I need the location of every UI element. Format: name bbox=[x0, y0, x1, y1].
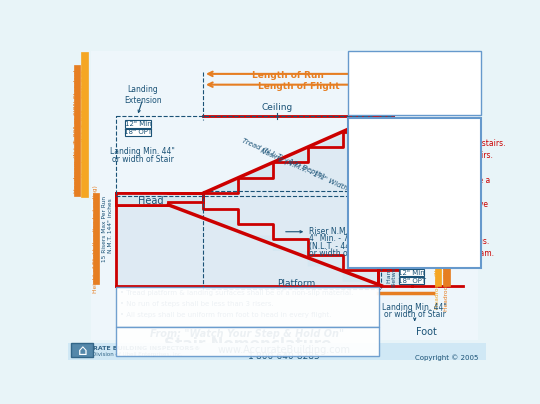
Text: • No run of steps shall be less than 3 risers.: • No run of steps shall be less than 3 r… bbox=[120, 301, 274, 307]
Text: N.L.T. = Not Less Than: N.L.T. = Not Less Than bbox=[351, 69, 430, 74]
Polygon shape bbox=[116, 193, 203, 205]
Text: May vary in: May vary in bbox=[367, 84, 406, 89]
Bar bbox=[399, 277, 424, 284]
Text: Headroom**: Headroom** bbox=[408, 164, 414, 207]
Text: Ceiling: Ceiling bbox=[261, 103, 292, 112]
Text: 6. Finger clearance 1½" continuous.: 6. Finger clearance 1½" continuous. bbox=[351, 237, 489, 246]
Text: Between 30" - 34": Between 30" - 34" bbox=[392, 229, 397, 287]
Text: Stair Nomenclature: Stair Nomenclature bbox=[164, 337, 331, 352]
Text: Landing Min. 44": Landing Min. 44" bbox=[110, 147, 175, 156]
Text: ie. Residential, Commercial,: ie. Residential, Commercial, bbox=[351, 98, 439, 103]
Text: Nosing (N.M.T. - 1½" Width): Nosing (N.M.T. - 1½" Width) bbox=[259, 147, 350, 193]
Text: Foot: Foot bbox=[416, 327, 437, 337]
Text: Division of Ubell Enterprises, Inc.: Division of Ubell Enterprises, Inc. bbox=[92, 352, 183, 357]
Text: N.M.T. 144" inches: N.M.T. 144" inches bbox=[109, 198, 113, 253]
Text: Headroom*: Headroom* bbox=[398, 166, 404, 205]
Polygon shape bbox=[116, 116, 393, 286]
Polygon shape bbox=[203, 116, 393, 193]
Text: Handrail Placement: Handrail Placement bbox=[351, 121, 474, 131]
Text: 2. Parallel with the rake of the stairs.: 2. Parallel with the rake of the stairs. bbox=[351, 151, 493, 160]
Text: Head: Head bbox=[138, 196, 164, 206]
Text: Legend: Legend bbox=[351, 54, 386, 63]
Bar bbox=[93, 193, 98, 284]
Text: Height of Flight (Landing to Landing): Height of Flight (Landing to Landing) bbox=[93, 185, 98, 292]
Polygon shape bbox=[377, 270, 413, 286]
Text: OPT = Optimum: OPT = Optimum bbox=[351, 61, 408, 67]
Text: 12" Min: 12" Min bbox=[125, 121, 151, 127]
Text: 4" Min. - 7½" OPT.: 4" Min. - 7½" OPT. bbox=[309, 234, 379, 243]
Text: Medical Facilities etc.: Medical Facilities etc. bbox=[351, 112, 418, 117]
Bar bbox=[435, 229, 441, 286]
Text: Handrail(s) should be setup:: Handrail(s) should be setup: bbox=[351, 131, 460, 140]
Text: (N.L.T. - 44"): (N.L.T. - 44") bbox=[309, 242, 357, 251]
Text: (Informational Only. Check Local Codes & Standards.): (Informational Only. Check Local Codes &… bbox=[145, 349, 350, 358]
Text: Headroom (N.L.T. 80" or 6'8") Standard: Headroom (N.L.T. 80" or 6'8") Standard bbox=[75, 69, 79, 193]
Text: 15 Risers Max Per Run: 15 Risers Max Per Run bbox=[102, 196, 107, 263]
Bar bbox=[68, 343, 486, 360]
Text: Places of Assembly,: Places of Assembly, bbox=[351, 105, 413, 110]
Text: 5. Stairs over 88" Wide should have: 5. Stairs over 88" Wide should have bbox=[351, 200, 488, 209]
Polygon shape bbox=[168, 205, 381, 297]
Text: 7. Handrail shall not exceed 2" Diam.: 7. Handrail shall not exceed 2" Diam. bbox=[351, 249, 494, 259]
Text: ACCURATE BUILDING INSPECTORS®: ACCURATE BUILDING INSPECTORS® bbox=[74, 346, 200, 351]
Text: Copyright © 2005: Copyright © 2005 bbox=[415, 354, 478, 361]
Text: or width of Stair: or width of Stair bbox=[384, 309, 446, 318]
Bar bbox=[125, 120, 151, 128]
Text: 1-800-640-8285: 1-800-640-8285 bbox=[248, 352, 321, 361]
Text: Riser N.M.T. - 8¼": Riser N.M.T. - 8¼" bbox=[309, 227, 377, 236]
Text: • Tread platform & landing surfaces shall be of a non-slip material.: • Tread platform & landing surfaces shal… bbox=[120, 290, 354, 296]
Bar bbox=[82, 53, 87, 197]
Text: 3. Have at least one handrail.: 3. Have at least one handrail. bbox=[351, 163, 465, 172]
Bar bbox=[443, 219, 450, 286]
Text: Headroom (N.L.T. 90" or 7'6") OPT.: Headroom (N.L.T. 90" or 7'6") OPT. bbox=[435, 207, 441, 309]
Bar bbox=[399, 269, 424, 276]
Text: 18" OPT: 18" OPT bbox=[397, 278, 426, 284]
Text: Tread (N.L.T. - 10" Depth): Tread (N.L.T. - 10" Depth) bbox=[241, 137, 325, 179]
Bar bbox=[116, 116, 393, 196]
Text: NOTE:: NOTE: bbox=[351, 84, 373, 89]
Bar bbox=[203, 191, 381, 290]
Text: Headroom (N.L.T. 90" or 7'6") OPT.: Headroom (N.L.T. 90" or 7'6") OPT. bbox=[82, 68, 87, 177]
Text: 18" OPT: 18" OPT bbox=[124, 129, 152, 135]
Text: Landing
Extension: Landing Extension bbox=[396, 245, 434, 264]
Text: Handrail Height: Handrail Height bbox=[387, 233, 392, 283]
Text: • All steps shall be uniform from foot to head in every flight.: • All steps shall be uniform from foot t… bbox=[120, 312, 332, 318]
Text: or width of Stair: or width of Stair bbox=[309, 249, 371, 258]
Bar bbox=[71, 343, 93, 357]
Text: ⌂: ⌂ bbox=[77, 343, 87, 358]
Text: handrails on both sides plus an: handrails on both sides plus an bbox=[351, 213, 481, 221]
Text: 4. Stair over 44" wide should have a: 4. Stair over 44" wide should have a bbox=[351, 175, 490, 185]
Bar bbox=[125, 128, 151, 136]
Text: Platform: Platform bbox=[277, 279, 315, 288]
Text: From: "Watch Your Step & Hold On": From: "Watch Your Step & Hold On" bbox=[150, 329, 345, 339]
Bar bbox=[73, 65, 80, 196]
Bar bbox=[348, 51, 481, 115]
Bar bbox=[116, 327, 379, 356]
Text: certain types of structures,: certain types of structures, bbox=[351, 91, 437, 96]
Text: Landing Min. 44": Landing Min. 44" bbox=[382, 303, 447, 311]
Text: Length of Run: Length of Run bbox=[252, 71, 325, 80]
Text: or width of Stair: or width of Stair bbox=[112, 155, 174, 164]
Bar bbox=[348, 118, 481, 268]
Text: Length of Flight: Length of Flight bbox=[258, 82, 339, 90]
Text: Landing
Extension: Landing Extension bbox=[124, 85, 161, 105]
Bar bbox=[116, 287, 379, 327]
Text: 12" Min: 12" Min bbox=[398, 270, 425, 276]
Text: N.M.T. = Not More Than: N.M.T. = Not More Than bbox=[351, 76, 434, 82]
Text: www.AccurateBuilding.com: www.AccurateBuilding.com bbox=[218, 345, 351, 355]
Text: Headroom (N.L.T. 80" or 6'8") Standard: Headroom (N.L.T. 80" or 6'8") Standard bbox=[444, 195, 449, 311]
Text: handrail on both sides.: handrail on both sides. bbox=[351, 188, 449, 197]
Text: 1. Continuous along both sides of stairs.: 1. Continuous along both sides of stairs… bbox=[351, 139, 505, 147]
Text: intermediate handrail(s).: intermediate handrail(s). bbox=[351, 225, 457, 234]
